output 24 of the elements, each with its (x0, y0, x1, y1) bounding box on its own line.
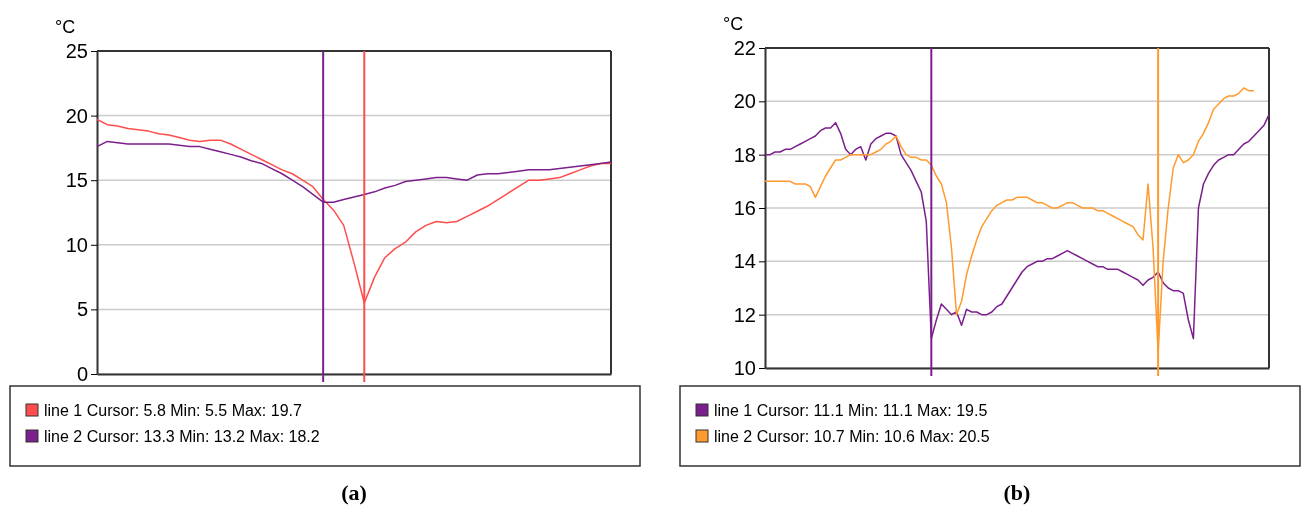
line-series (96, 118, 612, 304)
y-tick-label: 25 (65, 39, 88, 62)
y-axis-title: °C (55, 17, 76, 37)
y-tick-label: 5 (76, 298, 88, 321)
line-series (96, 140, 612, 203)
y-tick-label: 15 (65, 169, 88, 192)
legend-label: line 1 Cursor: 11.1 Min: 11.1 Max: 19.5 (714, 402, 988, 419)
text: (a) (341, 480, 367, 505)
y-tick-label: 20 (733, 90, 756, 113)
y-tick-label: 20 (65, 104, 88, 127)
y-axis-title: °C (723, 14, 744, 34)
y-tick-label: 22 (733, 36, 756, 59)
y-tick-label: 12 (733, 303, 756, 326)
legend-label: line 2 Cursor: 10.7 Min: 10.6 Max: 20.5 (714, 428, 990, 445)
line-series (764, 113, 1270, 340)
y-tick-label: 14 (733, 250, 756, 273)
legend-label: line 2 Cursor: 13.3 Min: 13.2 Max: 18.2 (44, 428, 320, 445)
y-tick-label: 16 (733, 196, 756, 219)
y-tick-label: 0 (76, 362, 88, 385)
y-tick-label: 18 (733, 143, 756, 166)
y-tick-label: 10 (733, 356, 756, 379)
y-tick-label: 10 (65, 233, 88, 256)
text: (b) (1003, 480, 1031, 505)
legend-label: line 1 Cursor: 5.8 Min: 5.5 Max: 19.7 (44, 402, 302, 419)
